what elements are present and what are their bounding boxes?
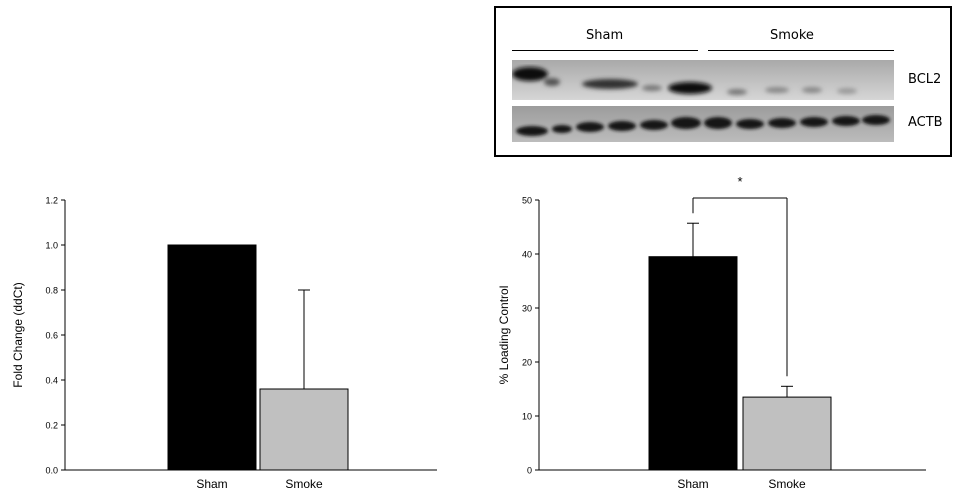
y-tick-label: 40: [522, 250, 532, 260]
y-axis-label: % Loading Control: [497, 286, 511, 385]
y-tick-label: 20: [522, 358, 532, 368]
y-tick-label: 1.0: [45, 241, 58, 251]
y-tick-label: 0.6: [45, 331, 58, 341]
blot-group-label-sham: Sham: [586, 28, 624, 43]
y-tick-label: 0.8: [45, 286, 58, 296]
fold-change-bar-chart: 0.0 0.2 0.4 0.6 0.8 1.0 1.2 Fold Change (ddCt) S…: [11, 196, 437, 491]
blot-strip-bcl2: [512, 60, 894, 100]
y-tick-label: 1.2: [45, 196, 58, 206]
western-blot-panel: Sham Smoke BCL2: [494, 6, 952, 157]
bar-smoke: [259, 388, 349, 471]
y-tick-label: 0.0: [45, 466, 58, 476]
y-axis-label: Fold Change (ddCt): [11, 282, 25, 387]
bar-smoke: [742, 396, 832, 471]
x-tick-label-sham: Sham: [196, 477, 227, 491]
significance-marker: *: [737, 174, 742, 189]
y-tick-label: 30: [522, 304, 532, 314]
blot-protein-label-actb: ACTB: [908, 115, 943, 130]
y-tick-label: 50: [522, 196, 532, 206]
blot-group-label-smoke: Smoke: [770, 28, 814, 43]
x-tick-label-smoke: Smoke: [285, 477, 323, 491]
y-tick-label: 0: [527, 466, 532, 476]
y-tick-label: 10: [522, 412, 532, 422]
blot-group-line-sham: [512, 50, 698, 51]
x-tick-label-smoke: Smoke: [768, 477, 806, 491]
blot-group-line-smoke: [708, 50, 894, 51]
y-tick-label: 0.2: [45, 421, 58, 431]
blot-strip-actb: [512, 106, 894, 142]
x-tick-label-sham: Sham: [677, 477, 708, 491]
loading-control-bar-chart: 0 10 20 30 40 50 % Loading Control Sham Smoke *: [497, 174, 926, 491]
y-tick-label: 0.4: [45, 376, 58, 386]
bar-sham: [648, 256, 738, 471]
bar-sham: [167, 244, 257, 471]
blot-protein-label-bcl2: BCL2: [908, 72, 942, 87]
